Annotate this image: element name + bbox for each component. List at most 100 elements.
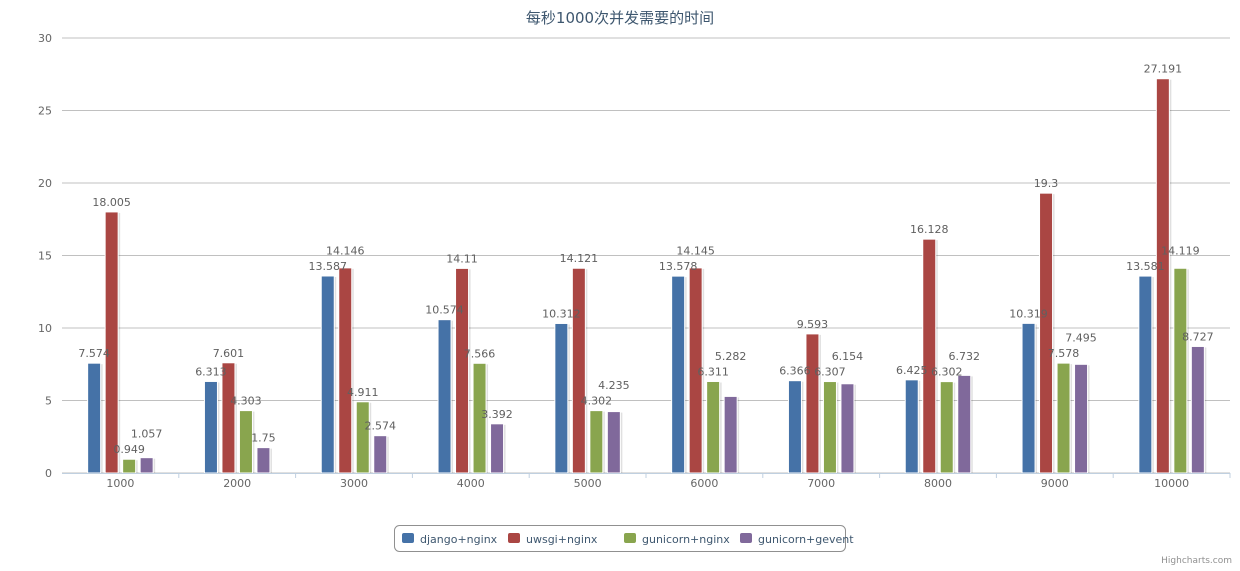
data-label: 4.911 — [347, 386, 379, 399]
bar[interactable] — [320, 275, 335, 474]
x-tick-label: 5000 — [574, 477, 602, 490]
bar[interactable] — [1056, 362, 1071, 474]
x-tick-label: 10000 — [1154, 477, 1189, 490]
data-label: 6.154 — [832, 350, 864, 363]
bar[interactable] — [355, 401, 370, 474]
legend-symbol — [624, 533, 636, 543]
bar[interactable] — [1138, 275, 1153, 474]
data-label: 10.319 — [1009, 307, 1048, 320]
bar[interactable] — [1155, 78, 1170, 474]
bar[interactable] — [939, 381, 954, 474]
data-label: 1.057 — [131, 428, 163, 441]
bar[interactable] — [122, 458, 137, 474]
data-label: 14.119 — [1161, 245, 1200, 258]
data-label: 6.366 — [779, 365, 811, 378]
bar[interactable] — [338, 267, 353, 474]
bar[interactable] — [455, 267, 470, 474]
data-label: 7.495 — [1065, 332, 1097, 345]
bar[interactable] — [957, 374, 972, 474]
data-label: 7.601 — [213, 347, 245, 360]
data-label: 6.425 — [896, 364, 928, 377]
data-label: 7.566 — [464, 347, 496, 360]
bar[interactable] — [87, 362, 102, 474]
bar[interactable] — [922, 238, 937, 474]
data-label: 6.302 — [931, 366, 963, 379]
bar[interactable] — [571, 267, 586, 474]
data-label: 4.302 — [581, 395, 613, 408]
data-label: 0.949 — [113, 443, 145, 456]
data-label: 6.307 — [814, 366, 846, 379]
bar[interactable] — [822, 381, 837, 474]
bar[interactable] — [589, 410, 604, 474]
bar[interactable] — [706, 380, 721, 474]
data-label: 1.75 — [251, 432, 276, 445]
x-tick-label: 2000 — [223, 477, 251, 490]
data-label: 7.578 — [1048, 347, 1080, 360]
data-label: 6.311 — [697, 365, 729, 378]
data-label: 6.732 — [949, 350, 981, 363]
bar[interactable] — [104, 211, 119, 474]
data-label: 2.574 — [365, 420, 397, 433]
data-label: 9.593 — [797, 318, 829, 331]
data-label: 10.574 — [425, 304, 464, 317]
data-label: 19.3 — [1034, 177, 1059, 190]
x-tick-label: 7000 — [807, 477, 835, 490]
bar[interactable] — [437, 319, 452, 474]
legend-symbol — [402, 533, 414, 543]
bar[interactable] — [723, 395, 738, 474]
data-label: 3.392 — [481, 408, 513, 421]
legend-item[interactable]: django+nginx — [402, 533, 498, 546]
legend-label: django+nginx — [420, 533, 498, 546]
data-label: 27.191 — [1144, 63, 1183, 76]
bar[interactable] — [490, 423, 505, 474]
bar[interactable] — [840, 383, 855, 474]
bar[interactable] — [1190, 345, 1205, 474]
legend-item[interactable]: uwsgi+nginx — [508, 533, 598, 546]
data-label: 14.11 — [446, 252, 478, 265]
y-tick-label: 30 — [38, 32, 52, 45]
bar[interactable] — [1074, 363, 1089, 474]
data-label: 4.303 — [230, 395, 262, 408]
bar[interactable] — [139, 457, 154, 474]
data-label: 14.146 — [326, 244, 365, 257]
legend-item[interactable]: gunicorn+nginx — [624, 533, 730, 546]
y-tick-label: 15 — [38, 250, 52, 263]
data-label: 7.574 — [78, 347, 110, 360]
bar[interactable] — [256, 447, 271, 474]
legend-item[interactable]: gunicorn+gevent — [740, 533, 854, 546]
x-tick-label: 6000 — [690, 477, 718, 490]
data-label: 6.313 — [195, 365, 227, 378]
data-label: 4.235 — [598, 379, 630, 392]
bar[interactable] — [221, 362, 236, 474]
bar[interactable] — [203, 380, 218, 474]
bar[interactable] — [671, 275, 686, 474]
bar[interactable] — [554, 322, 569, 474]
bar[interactable] — [373, 435, 388, 474]
data-label: 14.145 — [676, 245, 715, 258]
bar[interactable] — [1021, 322, 1036, 474]
data-label: 5.282 — [715, 350, 747, 363]
bar[interactable] — [904, 379, 919, 474]
x-tick-label: 8000 — [924, 477, 952, 490]
y-tick-label: 25 — [38, 105, 52, 118]
legend-label: uwsgi+nginx — [526, 533, 598, 546]
x-tick-label: 4000 — [457, 477, 485, 490]
x-tick-label: 3000 — [340, 477, 368, 490]
data-label: 18.005 — [92, 196, 131, 209]
chart-title: 每秒1000次并发需要的时间 — [526, 9, 714, 27]
bar[interactable] — [787, 380, 802, 474]
legend-label: gunicorn+gevent — [758, 533, 854, 546]
data-label: 13.578 — [659, 260, 698, 273]
bar[interactable] — [1173, 267, 1188, 474]
credits-link[interactable]: Highcharts.com — [1161, 556, 1232, 566]
bar[interactable] — [805, 333, 820, 474]
legend: django+nginx uwsgi+nginx gunicorn+nginx gun… — [394, 525, 854, 552]
data-label: 8.727 — [1182, 330, 1214, 343]
bar[interactable] — [1039, 192, 1054, 474]
x-tick-label: 9000 — [1041, 477, 1069, 490]
bar[interactable] — [606, 411, 621, 474]
y-tick-label: 5 — [45, 395, 52, 408]
data-label: 16.128 — [910, 223, 949, 236]
y-tick-label: 20 — [38, 177, 52, 190]
